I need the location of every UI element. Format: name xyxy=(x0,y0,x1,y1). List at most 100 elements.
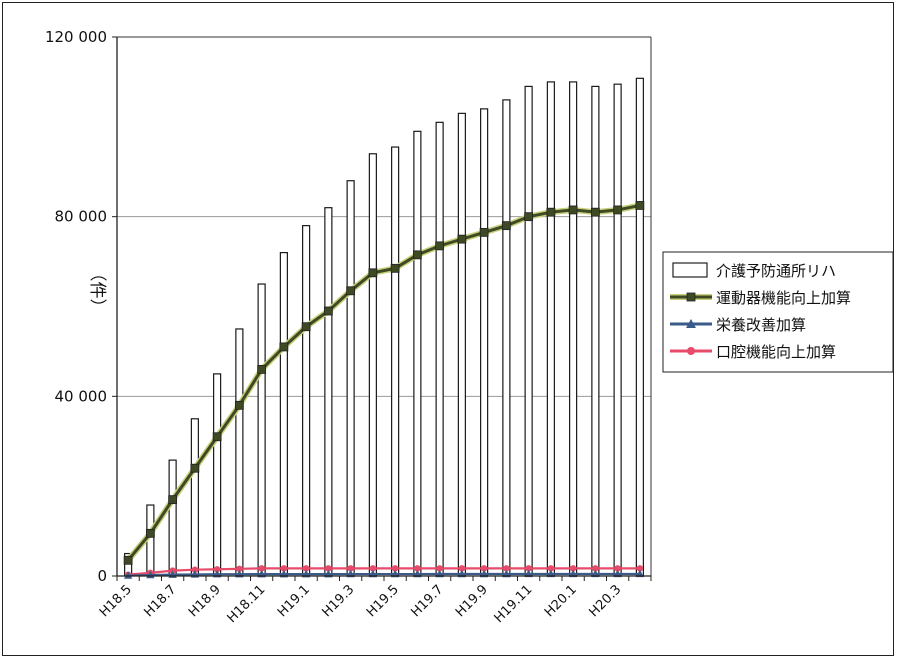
data-point xyxy=(323,306,333,316)
bar xyxy=(302,225,311,577)
bar xyxy=(257,283,266,577)
data-point xyxy=(234,400,244,410)
y-tick-label: 80 000 xyxy=(55,208,108,226)
bar xyxy=(190,418,199,577)
bar xyxy=(435,121,444,577)
x-tick-label: H19.9 xyxy=(453,582,491,620)
data-point xyxy=(325,565,332,572)
data-point xyxy=(212,432,222,442)
bar xyxy=(413,130,422,577)
gridlines xyxy=(117,36,652,576)
data-point xyxy=(435,241,445,251)
data-point xyxy=(546,569,556,578)
data-point xyxy=(145,528,155,538)
series-line xyxy=(128,567,640,576)
x-tick-label: H18.9 xyxy=(186,582,224,620)
data-point xyxy=(346,286,356,296)
data-point xyxy=(636,565,644,572)
data-point xyxy=(546,207,556,217)
data-point xyxy=(590,207,600,217)
data-point xyxy=(569,565,577,572)
data-point xyxy=(414,565,421,572)
data-point xyxy=(123,555,133,565)
data-point xyxy=(190,463,200,473)
data-point xyxy=(436,565,443,572)
bar xyxy=(235,328,244,577)
data-point xyxy=(480,565,488,572)
legend-label: 栄養改善加算 xyxy=(716,316,806,334)
legend-swatch xyxy=(672,262,708,278)
data-point xyxy=(391,565,399,572)
data-point xyxy=(613,205,623,215)
y-axis-label: （件） xyxy=(87,265,107,316)
x-tick-label: H20.1 xyxy=(542,582,580,620)
bar xyxy=(213,373,222,577)
data-point xyxy=(687,347,695,355)
data-point xyxy=(591,569,600,578)
data-point xyxy=(568,569,578,578)
data-point xyxy=(524,212,534,222)
bar xyxy=(613,83,622,577)
data-point xyxy=(258,565,265,572)
y-tick-label: 40 000 xyxy=(55,387,108,405)
bar xyxy=(546,81,555,577)
data-point xyxy=(524,569,533,578)
legend-label: 介護予防通所リハ xyxy=(716,262,836,280)
bar xyxy=(591,85,600,577)
bar xyxy=(346,180,355,577)
bar xyxy=(524,85,533,577)
bar xyxy=(457,112,466,577)
bar xyxy=(635,77,644,577)
bar xyxy=(324,207,333,577)
data-point xyxy=(547,565,555,572)
data-point xyxy=(457,234,467,244)
bar xyxy=(368,153,377,577)
legend-label: 口腔機能向上加算 xyxy=(716,343,836,361)
data-point xyxy=(592,565,599,572)
x-tick-label: H19.3 xyxy=(319,582,357,620)
data-point xyxy=(369,565,377,572)
data-point xyxy=(279,342,289,352)
series-line-halo xyxy=(125,202,641,563)
data-point xyxy=(368,268,378,278)
axes xyxy=(112,36,652,581)
bar xyxy=(569,81,578,577)
data-point xyxy=(257,364,267,374)
y-tick-labels: 0 40 000 80 000 120 000 xyxy=(45,28,107,585)
x-tick-label: H18.5 xyxy=(97,582,135,620)
data-point xyxy=(525,565,532,572)
data-point xyxy=(686,292,696,302)
line-series xyxy=(123,201,645,579)
data-point xyxy=(686,319,696,328)
bar xyxy=(391,146,400,577)
x-tick-label: H19.1 xyxy=(275,582,313,620)
data-point xyxy=(123,571,133,579)
series-line xyxy=(128,572,640,577)
x-tick-label: H19.7 xyxy=(408,582,446,620)
data-point xyxy=(236,565,243,573)
bar xyxy=(168,459,177,577)
x-tick-label: H20.3 xyxy=(586,582,624,620)
data-point xyxy=(479,227,489,237)
bar xyxy=(279,252,288,577)
data-point xyxy=(302,565,310,572)
x-tick-label: H19.11 xyxy=(492,582,536,626)
data-point xyxy=(501,221,511,231)
data-point xyxy=(168,495,178,505)
x-tick-label: H18.11 xyxy=(225,582,269,626)
data-point xyxy=(347,565,354,572)
data-point xyxy=(503,565,510,572)
bar xyxy=(502,99,511,577)
x-tick-label: H18.7 xyxy=(141,582,179,620)
x-tick-label: H19.5 xyxy=(364,582,402,620)
data-point xyxy=(614,565,621,572)
data-point xyxy=(412,250,422,260)
legend-label: 運動器機能向上加算 xyxy=(716,289,851,307)
data-point xyxy=(635,201,645,210)
y-tick-label: 120 000 xyxy=(45,28,107,46)
data-point xyxy=(635,569,645,578)
y-tick-label: 0 xyxy=(97,567,107,585)
data-point xyxy=(458,565,466,572)
